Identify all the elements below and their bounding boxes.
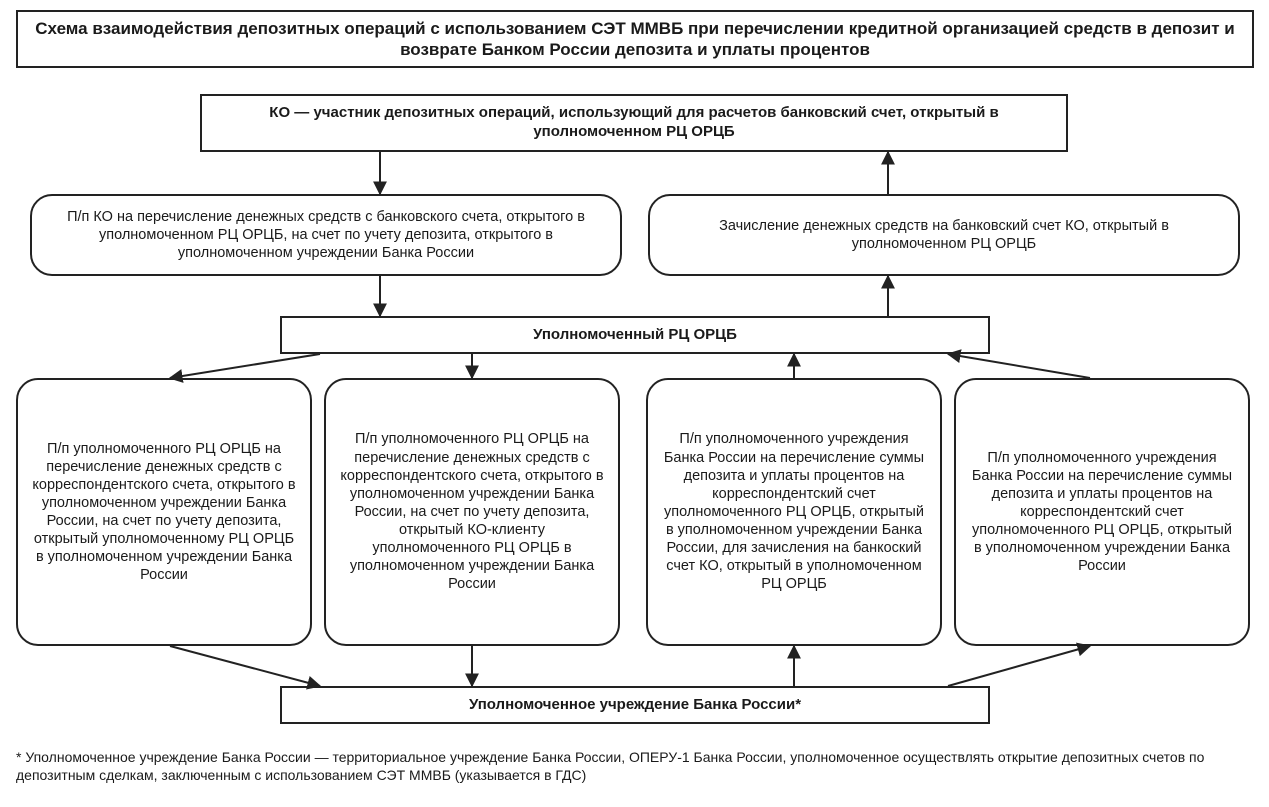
footnote: * Уполномоченное учреждение Банка России… <box>16 748 1254 784</box>
node-row2-left: П/п КО на перечисление денежных средств … <box>30 194 622 276</box>
node-row4-1: П/п уполномоченного РЦ ОРЦБ на перечисле… <box>16 378 312 646</box>
node-row4-3-text: П/п уполномоченного учреждения Банка Рос… <box>662 430 926 593</box>
node-row2-left-text: П/п КО на перечисление денежных средств … <box>46 208 606 262</box>
arrow <box>948 354 1090 378</box>
node-row2-right-text: Зачисление денежных средств на банковски… <box>664 217 1224 253</box>
node-row2-right: Зачисление денежных средств на банковски… <box>648 194 1240 276</box>
arrow <box>170 354 320 378</box>
node-rc-text: Уполномоченный РЦ ОРЦБ <box>533 326 737 345</box>
node-rc: Уполномоченный РЦ ОРЦБ <box>280 316 990 354</box>
node-row4-2-text: П/п уполномоченного РЦ ОРЦБ на перечисле… <box>340 430 604 593</box>
node-bank: Уполномоченное учреждение Банка России* <box>280 686 990 724</box>
node-bank-text: Уполномоченное учреждение Банка России* <box>469 696 801 715</box>
node-ko-text: КО — участник депозитных операций, испол… <box>216 104 1052 142</box>
node-row4-3: П/п уполномоченного учреждения Банка Рос… <box>646 378 942 646</box>
arrow <box>948 646 1090 686</box>
node-row4-4-text: П/п уполномоченного учреждения Банка Рос… <box>970 449 1234 576</box>
node-row4-4: П/п уполномоченного учреждения Банка Рос… <box>954 378 1250 646</box>
node-ko: КО — участник депозитных операций, испол… <box>200 94 1068 152</box>
arrow <box>170 646 320 686</box>
footnote-text: * Уполномоченное учреждение Банка России… <box>16 749 1204 783</box>
title-box: Схема взаимодействия депозитных операций… <box>16 10 1254 68</box>
title-text: Схема взаимодействия депозитных операций… <box>32 18 1238 61</box>
node-row4-2: П/п уполномоченного РЦ ОРЦБ на перечисле… <box>324 378 620 646</box>
node-row4-1-text: П/п уполномоченного РЦ ОРЦБ на перечисле… <box>32 440 296 585</box>
